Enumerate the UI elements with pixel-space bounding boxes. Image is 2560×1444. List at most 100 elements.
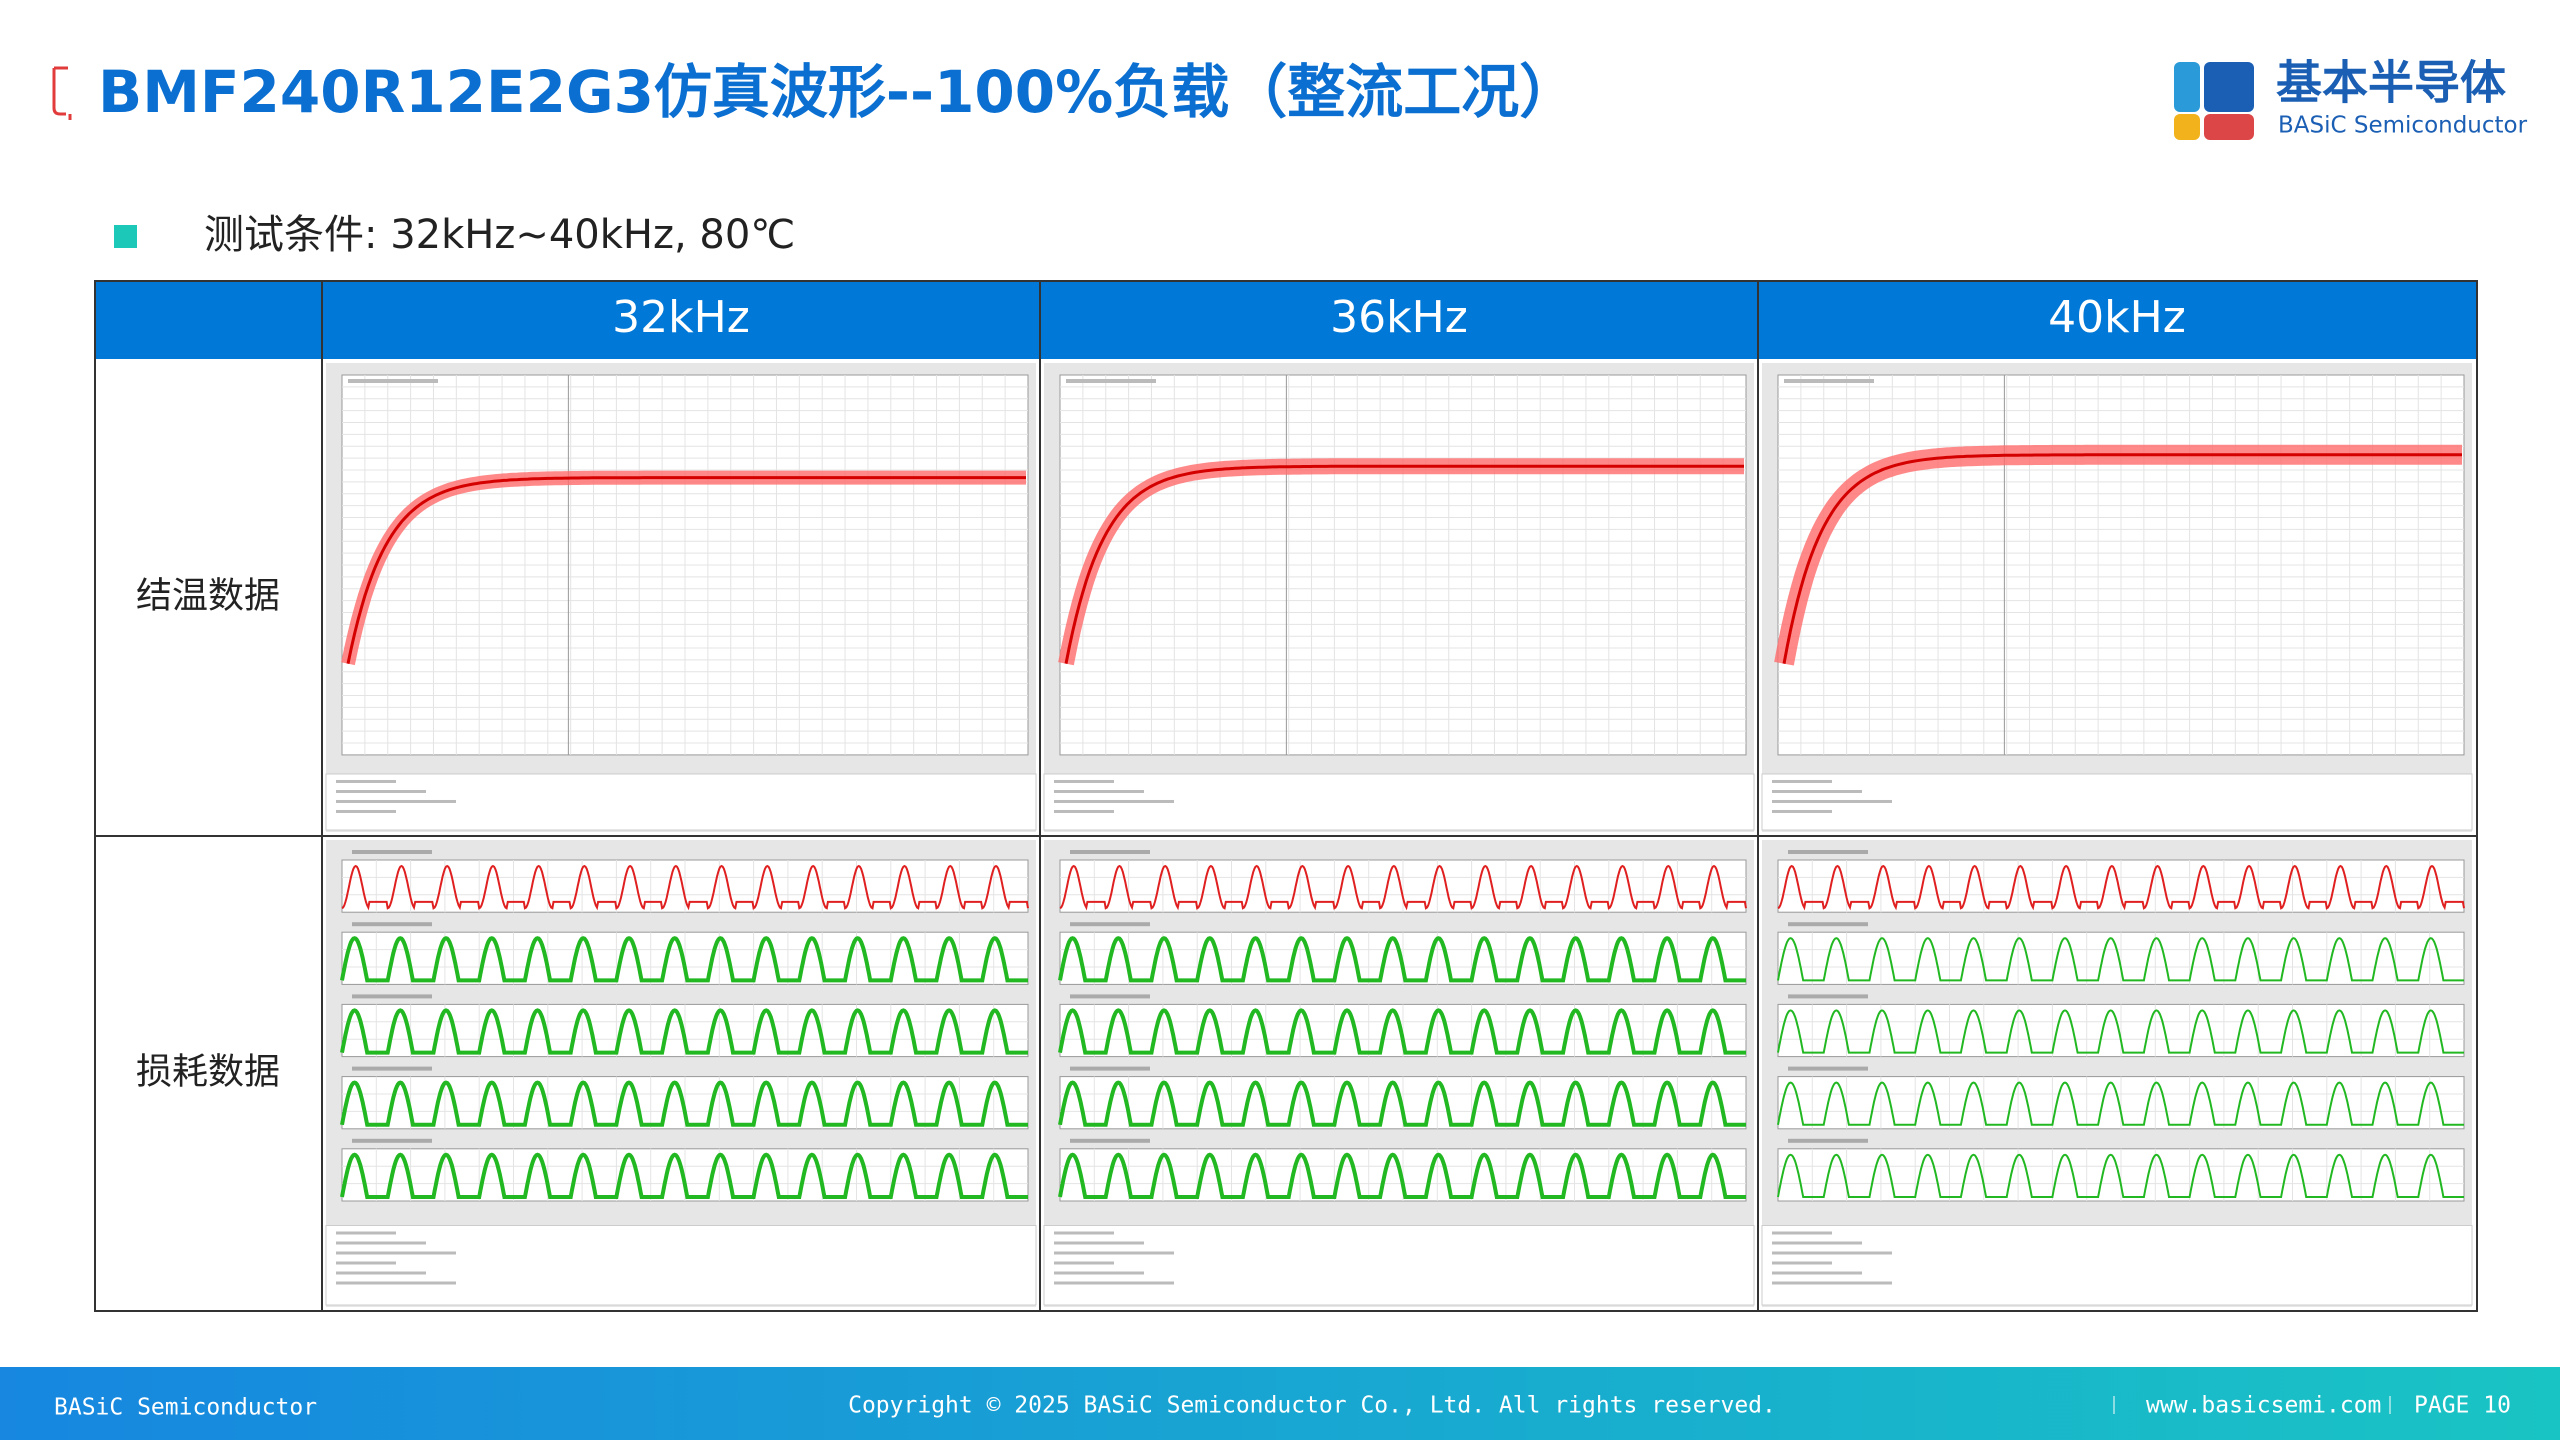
data-row: [1772, 789, 1862, 793]
grid: [1778, 1076, 2464, 1129]
temp-curve: [1064, 464, 1744, 664]
column-header: 40kHz: [2048, 292, 2186, 343]
footer-website: www.basicsemi.com: [2146, 1393, 2381, 1419]
grid: [1778, 1148, 2464, 1201]
logo-en: BASiC Semiconductor: [2278, 113, 2528, 139]
table: [94, 280, 2478, 1312]
temp-curve: [346, 476, 1026, 665]
footer-band: [0, 1367, 2560, 1440]
row-label: 结温数据: [136, 576, 280, 617]
loss-wave: [1777, 937, 2464, 982]
grid: [1060, 1076, 1746, 1129]
loss-wave: [340, 1080, 1028, 1127]
grid: [1060, 932, 1746, 985]
loss-wave: [1777, 1081, 2464, 1126]
loss-wave: [1059, 864, 1747, 911]
strip-legend: [1788, 1138, 1868, 1143]
grid: [342, 932, 1028, 985]
grid: [1778, 1004, 2464, 1057]
table-border: [94, 280, 2478, 1312]
data-row: [336, 789, 426, 793]
loss-wave: [1058, 936, 1746, 983]
data-row: [1772, 1281, 1892, 1285]
data-panel: [1761, 1225, 2473, 1306]
strip-legend: [352, 1138, 432, 1143]
data-row: [1054, 1261, 1114, 1265]
loss-wave: [1058, 1080, 1746, 1127]
data-row: [1054, 1281, 1174, 1285]
strip-legend: [1070, 850, 1150, 854]
grid: [1778, 932, 2464, 985]
data-row: [1054, 779, 1114, 783]
temp-curve: [1782, 453, 2462, 664]
data-row: [1054, 789, 1144, 793]
grid: [342, 375, 1028, 755]
strip-legend: [1070, 1066, 1150, 1071]
data-row: [1054, 1251, 1174, 1255]
strip-legend: [352, 1066, 432, 1071]
strip-legend: [1070, 994, 1150, 999]
header-row: [95, 281, 2477, 359]
legend: [1066, 379, 1156, 383]
strip-legend: [352, 850, 432, 854]
row-label: 损耗数据: [136, 1052, 280, 1093]
data-row: [336, 1281, 456, 1285]
grid: [342, 1076, 1028, 1129]
grid: [1060, 1148, 1746, 1201]
column-header: 36kHz: [1330, 292, 1468, 343]
loss-wave: [340, 936, 1028, 983]
data-row: [1772, 1231, 1832, 1235]
loss-wave: [1058, 1152, 1746, 1199]
data-row: [336, 1241, 426, 1245]
data-row: [336, 1271, 426, 1275]
data-row: [336, 799, 456, 803]
loss-wave: [341, 864, 1029, 911]
data-row: [1772, 809, 1832, 813]
loss-wave: [1777, 1153, 2464, 1198]
data-row: [1772, 799, 1892, 803]
column-header: 32kHz: [612, 292, 750, 343]
strip-legend: [352, 994, 432, 999]
footer-company: BASiC Semiconductor: [54, 1395, 317, 1421]
data-row: [336, 809, 396, 813]
loss-wave: [1058, 1008, 1746, 1055]
data-row: [1772, 1241, 1862, 1245]
loss-wave: [1777, 1009, 2464, 1054]
grid: [1060, 860, 1746, 913]
data-row: [1772, 1271, 1862, 1275]
grid: [342, 1148, 1028, 1201]
loss-wave: [340, 1008, 1028, 1055]
loss-wave: [1777, 864, 2465, 911]
strip-legend: [1788, 850, 1868, 854]
strip-legend: [1070, 1138, 1150, 1143]
grid: [342, 1004, 1028, 1057]
data-row: [1772, 779, 1832, 783]
data-panel: [1043, 1225, 1755, 1306]
conditions: 测试条件: 32kHz~40kHz, 80℃: [204, 212, 795, 258]
strip-legend: [1788, 922, 1868, 927]
legend: [1784, 379, 1874, 383]
footer-page: PAGE 10: [2414, 1393, 2511, 1419]
strip-legend: [352, 922, 432, 927]
grid: [1060, 375, 1746, 755]
grid: [342, 860, 1028, 913]
data-row: [1772, 1261, 1832, 1265]
loss-wave: [340, 1152, 1028, 1199]
strip-legend: [1070, 922, 1150, 927]
data-row: [1054, 799, 1174, 803]
data-row: [336, 1261, 396, 1265]
logo-cn: 基本半导体: [2276, 56, 2506, 110]
data-row: [1054, 1241, 1144, 1245]
data-panel: [325, 1225, 1037, 1306]
data-row: [336, 779, 396, 783]
strip-legend: [1788, 1066, 1868, 1071]
logo: 基本半导体 BASiC Semiconductor: [2174, 56, 2528, 140]
data-row: [336, 1251, 456, 1255]
data-row: [1054, 1271, 1144, 1275]
data-row: [1054, 1231, 1114, 1235]
grid: [1778, 860, 2464, 913]
footer-copyright: Copyright © 2025 BASiC Semiconductor Co.…: [848, 1393, 1776, 1419]
data-row: [1772, 1251, 1892, 1255]
legend: [348, 379, 438, 383]
